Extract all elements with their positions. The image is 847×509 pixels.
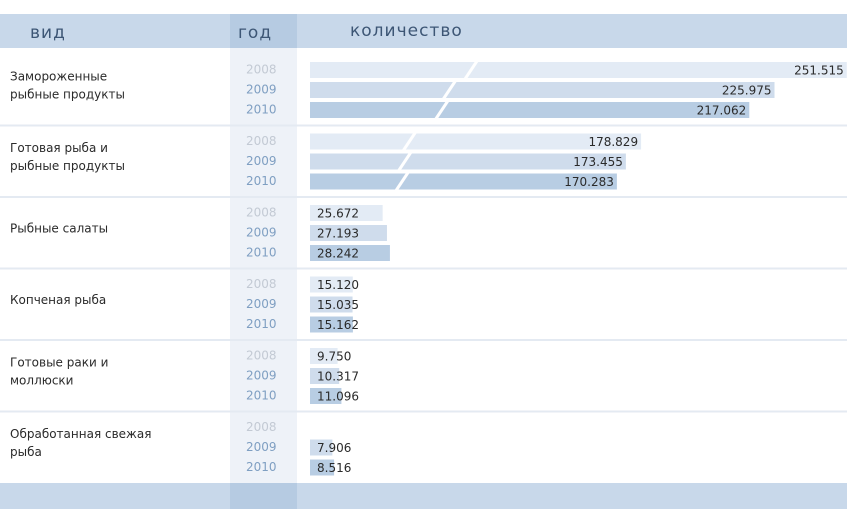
value-label: 11.096	[317, 390, 359, 404]
year-label: 2010	[246, 103, 277, 117]
value-label: 170.283	[564, 175, 614, 189]
footer-band	[0, 483, 847, 509]
value-label: 10.317	[317, 370, 359, 384]
value-label: 251.515	[794, 64, 844, 78]
bar	[310, 173, 617, 190]
year-label: 2009	[246, 83, 277, 97]
year-label: 2010	[246, 174, 277, 188]
category-label: Рыбные салаты	[10, 222, 108, 236]
value-label: 25.672	[317, 207, 359, 221]
value-label: 15.035	[317, 298, 359, 312]
bar	[310, 276, 353, 293]
column-header: вид	[30, 23, 66, 43]
value-label: 9.750	[317, 350, 351, 364]
axis-break	[463, 60, 479, 80]
category-label: Обработанная свежая	[10, 427, 151, 441]
column-header: год	[238, 23, 272, 43]
year-label: 2008	[246, 420, 277, 434]
axis-break	[434, 100, 450, 120]
year-label: 2008	[246, 277, 277, 291]
category-label: Копченая рыба	[10, 293, 106, 307]
year-label: 2010	[246, 317, 277, 331]
bar	[310, 439, 333, 456]
axis-break	[402, 131, 417, 152]
year-header-band	[230, 14, 297, 48]
bar	[310, 296, 353, 313]
value-label: 7.906	[317, 441, 351, 455]
bar	[310, 245, 390, 261]
value-label: 15.120	[317, 278, 359, 292]
category-label: Готовые раки и	[10, 356, 108, 370]
header-band	[0, 14, 847, 48]
category-label: рыбные продукты	[10, 88, 125, 102]
bar	[310, 316, 353, 333]
bar	[310, 205, 383, 221]
year-label: 2009	[246, 440, 277, 454]
category-label: Замороженные	[10, 70, 107, 84]
value-label: 173.455	[573, 155, 623, 169]
year-label: 2010	[246, 389, 277, 403]
bar	[310, 153, 626, 170]
year-label: 2008	[246, 63, 277, 77]
year-label: 2008	[246, 349, 277, 363]
value-label: 217.062	[697, 104, 747, 118]
axis-break	[397, 151, 413, 172]
year-label: 2009	[246, 226, 277, 240]
bar	[310, 459, 335, 476]
category-label: моллюски	[10, 374, 73, 388]
category-label: рыбные продукты	[10, 159, 125, 173]
category-label: Готовая рыба и	[10, 141, 108, 155]
year-label: 2009	[246, 297, 277, 311]
value-label: 225.975	[722, 84, 772, 98]
bar	[310, 102, 750, 118]
year-label: 2009	[246, 154, 277, 168]
year-label: 2009	[246, 369, 277, 383]
bar	[310, 133, 642, 150]
year-label: 2010	[246, 246, 277, 260]
category-label: рыба	[10, 445, 42, 459]
year-label: 2008	[246, 206, 277, 220]
value-label: 8.516	[317, 461, 351, 475]
value-label: 15.162	[317, 318, 359, 332]
axis-break	[442, 80, 457, 100]
bar	[310, 62, 847, 78]
column-header: количество	[350, 21, 463, 41]
bar	[310, 388, 342, 404]
bar	[310, 225, 387, 241]
bar	[310, 82, 775, 98]
bar	[310, 368, 340, 384]
year-label: 2010	[246, 460, 277, 474]
value-label: 28.242	[317, 247, 359, 261]
year-label: 2008	[246, 134, 277, 148]
value-label: 27.193	[317, 227, 359, 241]
footer-year-band	[230, 483, 297, 509]
bar	[310, 348, 338, 364]
axis-break	[394, 171, 410, 192]
value-label: 178.829	[588, 135, 638, 149]
